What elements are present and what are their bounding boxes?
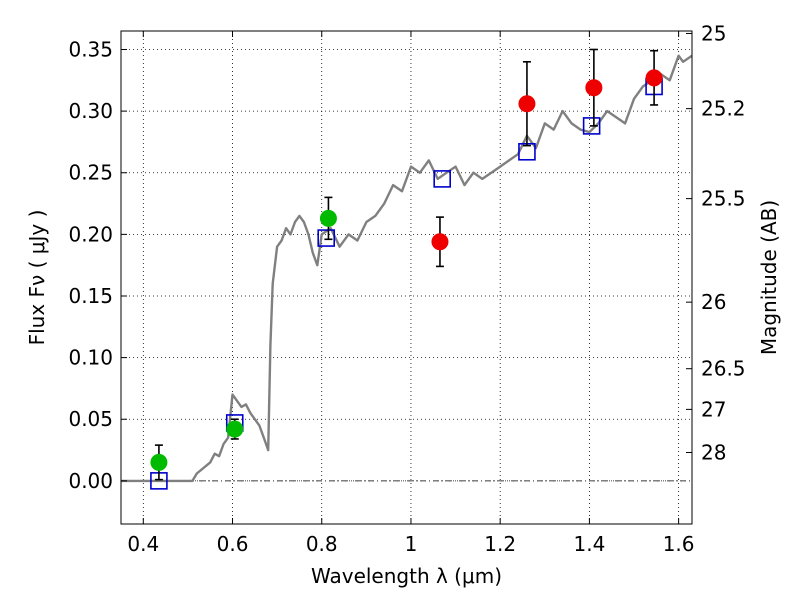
photometry-point	[431, 233, 449, 251]
x-tick-label: 1.4	[573, 532, 605, 556]
photometry-point	[226, 420, 244, 438]
y2-tick-label: 25.5	[701, 187, 746, 211]
model-band-marker	[433, 170, 451, 188]
y-tick-label: 0.00	[68, 469, 113, 493]
x-axis-label: Wavelength λ (μm)	[311, 564, 502, 588]
y-tick-label: 0.15	[68, 284, 113, 308]
x-tick-label: 1	[405, 532, 418, 556]
y-tick-label: 0.20	[68, 222, 113, 246]
y2-tick-label: 26	[701, 290, 726, 314]
y-tick-label: 0.10	[68, 346, 113, 370]
x-tick-label: 1.6	[663, 532, 695, 556]
y-tick-label: 0.35	[68, 37, 113, 61]
x-tick-label: 0.6	[217, 532, 249, 556]
ticks: 0.4 0.6 0.8 1 1.2 1.4 1.6 0.00 0.05 0.10 0.15 0.20 0…	[68, 21, 745, 556]
y-tick-label: 0.30	[68, 99, 113, 123]
model-band-marker	[317, 229, 336, 247]
x-tick-label: 0.8	[306, 532, 338, 556]
photometry-point	[645, 69, 663, 87]
y2-tick-label: 25.2	[701, 97, 746, 121]
y-axis-label: Flux Fν ( μJy )	[25, 210, 49, 346]
photometry-point	[150, 453, 168, 471]
x-tick-label: 0.4	[127, 532, 159, 556]
photometry-point	[585, 79, 603, 97]
y2-tick-label: 28	[701, 441, 726, 465]
y2-tick-label: 26.5	[701, 357, 746, 381]
grid	[121, 31, 692, 524]
y2-tick-label: 27	[701, 397, 726, 421]
y-tick-label: 0.05	[68, 407, 113, 431]
x-tick-label: 1.2	[484, 532, 516, 556]
y2-axis-label: Magnitude (AB)	[757, 200, 781, 355]
photometry-point	[319, 209, 337, 227]
plot-frame	[120, 30, 693, 525]
photometry-point	[518, 95, 536, 113]
y-tick-label: 0.25	[68, 161, 113, 185]
model-spectrum-line	[121, 54, 692, 483]
model-band-marker	[582, 117, 601, 135]
y2-tick-label: 25	[701, 21, 726, 45]
data-layer	[121, 48, 692, 490]
